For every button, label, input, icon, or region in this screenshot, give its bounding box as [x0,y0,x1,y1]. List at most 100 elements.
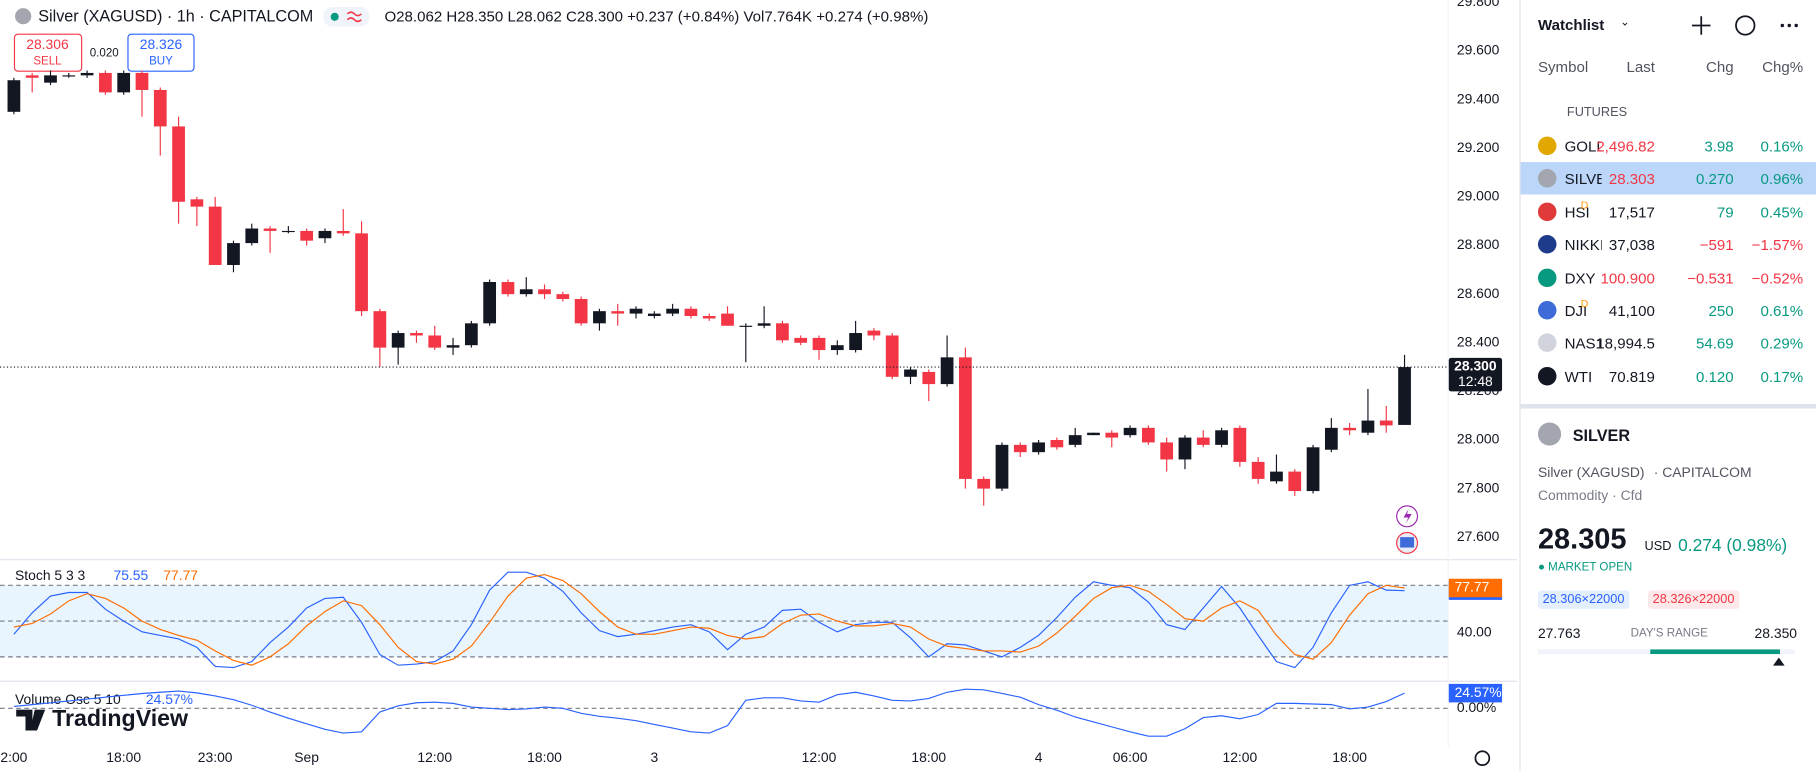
separator [1520,404,1816,409]
candle-body [647,313,661,317]
x-tick-label: 23:00 [198,749,233,765]
watchlist-row[interactable]: SILVE 28.303 0.270 0.96% [1520,162,1816,195]
settings-button[interactable] [1474,750,1491,767]
buy-button[interactable] [127,33,195,72]
row-chg-pct: −1.57% [1751,236,1804,254]
column-header[interactable]: Last [1626,57,1655,76]
candle-body [1361,420,1375,433]
candle-body [885,335,899,377]
candle-body [1215,430,1228,445]
column-header[interactable]: Chg [1706,57,1734,76]
row-chg-pct: 0.29% [1760,334,1804,353]
candle-body [611,311,625,314]
candle-body [1379,420,1393,426]
last-price-label: 28.300 [1454,358,1497,374]
candle-body [794,337,808,343]
row-symbol: GOLD [1564,137,1602,156]
candle-body [1343,427,1357,431]
details-title: SILVER [1572,425,1631,445]
candle-body [135,72,149,90]
row-chg-pct: 0.17% [1760,367,1804,386]
status-badge[interactable] [323,6,370,27]
watchlist-row[interactable]: DXY 100.900 −0.531 −0.52% [1521,261,1816,293]
candle-body [1160,442,1174,460]
logo-mark [16,709,46,731]
pane-value: 77.77 [163,567,198,583]
axis-value-label: 77.77 [1455,579,1490,595]
y-tick-label: 40.00 [1457,624,1492,640]
candle-body [1324,427,1338,450]
y-tick-label: 27.800 [1457,479,1500,495]
candle-body [959,357,972,479]
x-tick-label: 12:00 [802,749,837,765]
row-chg-pct: 0.61% [1760,302,1804,320]
candle-body [300,230,314,241]
candle-body [464,323,478,346]
candle-body [245,228,259,244]
chart: Silver (XAGUSD) · 1h · CAPITALCOM O28.06… [0,0,1518,767]
watchlist-row[interactable]: GOLD2,496.82 3.98 0.16% [1521,130,1816,162]
candle-body [190,199,204,207]
candle-body [812,337,826,351]
sell-button[interactable] [13,33,83,72]
watchlist-title[interactable]: Watchlist [1537,16,1605,34]
candle-body [556,294,570,300]
watchlist-row[interactable]: HSI D 17,517 79 0.45% [1521,195,1816,227]
x-tick-label: 12:00 [417,749,452,765]
candle-body [666,308,679,314]
column-header[interactable]: Symbol [1537,57,1589,76]
details-name[interactable]: Silver (XAGUSD) [1537,464,1645,481]
row-last: 18,994.5 [1596,334,1655,353]
chart-button[interactable] [1735,15,1756,36]
row-symbol: NIKKE [1564,236,1602,254]
watchlist-row[interactable]: WTI 70.819 0.120 0.17% [1521,360,1816,392]
candle-body [721,313,734,326]
symbol-title[interactable]: Silver (XAGUSD) · 1h · CAPITALCOM [38,8,313,26]
row-last: 28.303 [1608,170,1655,188]
right-panel: Watchlist ⌄ FUTURES SILVER Silver (XAGUS… [1519,0,1816,771]
watchlist-row[interactable]: DJI D 41,100 250 0.61% [1521,294,1816,326]
x-tick-label: 18:00 [106,749,141,765]
candle-body [629,308,643,314]
row-chg-pct: 0.16% [1760,137,1804,156]
x-tick-label: 3 [650,749,658,765]
watchlist-row[interactable]: NAS1 18,994.5 54.69 0.29% [1521,327,1816,359]
row-symbol: DJI [1564,302,1588,320]
row-icon [1537,169,1557,188]
row-last: 37,038 [1608,236,1655,254]
x-tick-label: 2:00 [0,749,27,765]
row-chg: −591 [1699,236,1734,254]
candle-body [80,72,94,76]
candle-body [117,72,131,93]
details-currency: USD [1644,539,1672,554]
row-chg-pct: 0.96% [1760,170,1804,188]
candle-body [867,330,881,336]
section-label[interactable]: FUTURES [1566,105,1628,120]
candle-body [281,230,295,233]
sell-price: 28.306 [26,36,69,52]
range-fill [1650,649,1780,655]
watchlist-row[interactable]: NIKKE 37,038 −591 −1.57% [1521,228,1816,260]
candle-body [208,206,222,265]
row-last: 41,100 [1608,302,1655,320]
add-button[interactable] [1691,16,1711,35]
column-header[interactable]: Chg% [1762,57,1804,76]
details-change: 0.274 (0.98%) [1678,535,1788,556]
candle-body [1013,444,1027,453]
dropdown-caret[interactable]: ⌄ [1620,16,1630,29]
ask: 28.326×22000 [1647,590,1740,609]
more-button[interactable] [1780,23,1785,28]
candle-body [44,75,57,83]
symbol-icon [15,8,32,25]
row-badge: D [1580,297,1589,310]
row-chg: 79 [1716,203,1734,221]
y-tick-label: 29.000 [1457,188,1500,204]
y-tick-label: 28.000 [1457,431,1500,447]
candle-body [172,126,185,202]
x-tick-label: 06:00 [1113,749,1148,765]
candle-body [1142,427,1155,443]
candle-body [25,75,39,78]
candle-body [428,335,442,348]
candle-body [830,345,844,351]
